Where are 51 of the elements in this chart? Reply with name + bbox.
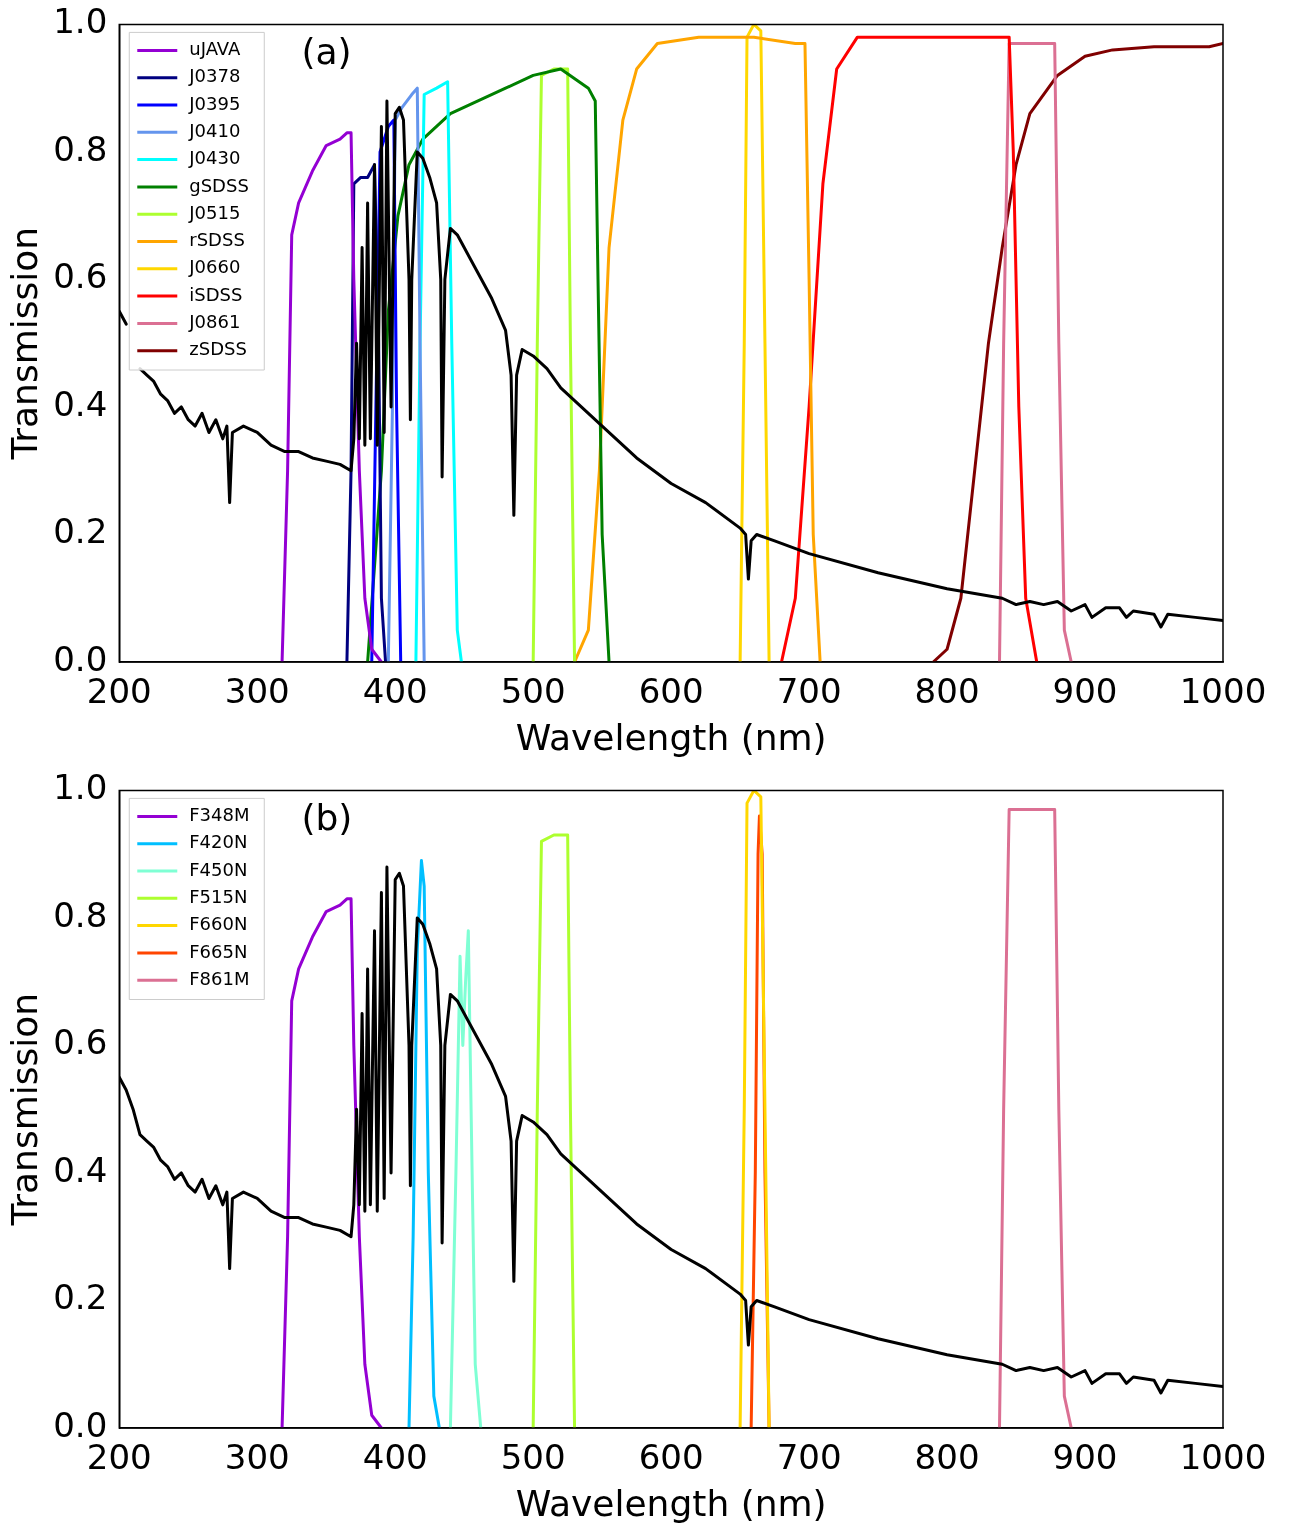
legend-label: J0660: [188, 256, 241, 278]
legend-label: F348M: [189, 804, 250, 826]
x-tick-label: 1000: [1179, 671, 1267, 712]
x-tick-label: 900: [1052, 1437, 1118, 1478]
legend-label: uJAVA: [189, 38, 241, 60]
y-tick-label: 0.2: [53, 511, 108, 552]
legend-label: F420N: [189, 831, 248, 853]
x-tick-label: 800: [914, 671, 980, 712]
y-axis-title: Transmission: [3, 226, 45, 461]
legend-label: J0430: [188, 147, 241, 169]
x-tick-label: 300: [224, 671, 290, 712]
legend-label: F861M: [189, 967, 250, 989]
legend-label: J0410: [188, 119, 241, 141]
legend-label: J0395: [188, 92, 241, 114]
legend-label: J0515: [188, 201, 241, 223]
legend-label: F515N: [189, 885, 248, 907]
y-axis-title: Transmission: [3, 992, 45, 1227]
x-tick-label: 300: [224, 1437, 290, 1478]
y-tick-label: 0.8: [53, 894, 108, 935]
x-tick-label: 700: [776, 671, 842, 712]
x-tick-label: 400: [362, 1437, 428, 1478]
x-tick-label: 600: [638, 1437, 704, 1478]
annotation: (b): [301, 796, 353, 838]
x-axis-title: Wavelength (nm): [515, 716, 827, 758]
legend-label: rSDSS: [189, 229, 245, 251]
x-tick-label: 700: [776, 1437, 842, 1478]
legend-label: J0378: [188, 65, 241, 87]
y-tick-label: 0.6: [53, 1022, 108, 1063]
x-tick-label: 500: [500, 671, 566, 712]
x-tick-label: 500: [500, 1437, 566, 1478]
y-tick-label: 0.4: [53, 383, 108, 424]
legend-label: F665N: [189, 940, 248, 962]
y-tick-label: 0.2: [53, 1277, 108, 1318]
x-tick-label: 900: [1052, 671, 1118, 712]
y-tick-label: 1.0: [53, 767, 108, 808]
x-tick-label: 1000: [1179, 1437, 1267, 1478]
y-tick-label: 0.6: [53, 256, 108, 297]
y-tick-label: 1.0: [53, 1, 108, 42]
annotation: (a): [301, 30, 352, 72]
legend-label: F660N: [189, 913, 248, 935]
x-tick-label: 400: [362, 671, 428, 712]
x-tick-label: 800: [914, 1437, 980, 1478]
legend-label: F450N: [189, 858, 248, 880]
y-tick-label: 0.8: [53, 128, 108, 169]
legend-label: zSDSS: [189, 338, 247, 360]
y-tick-label: 0.4: [53, 1149, 108, 1190]
legend-label: J0861: [188, 311, 241, 333]
legend-label: iSDSS: [189, 283, 243, 305]
x-axis-title: Wavelength (nm): [515, 1482, 827, 1524]
legend-label: gSDSS: [189, 174, 249, 196]
x-tick-label: 600: [638, 671, 704, 712]
